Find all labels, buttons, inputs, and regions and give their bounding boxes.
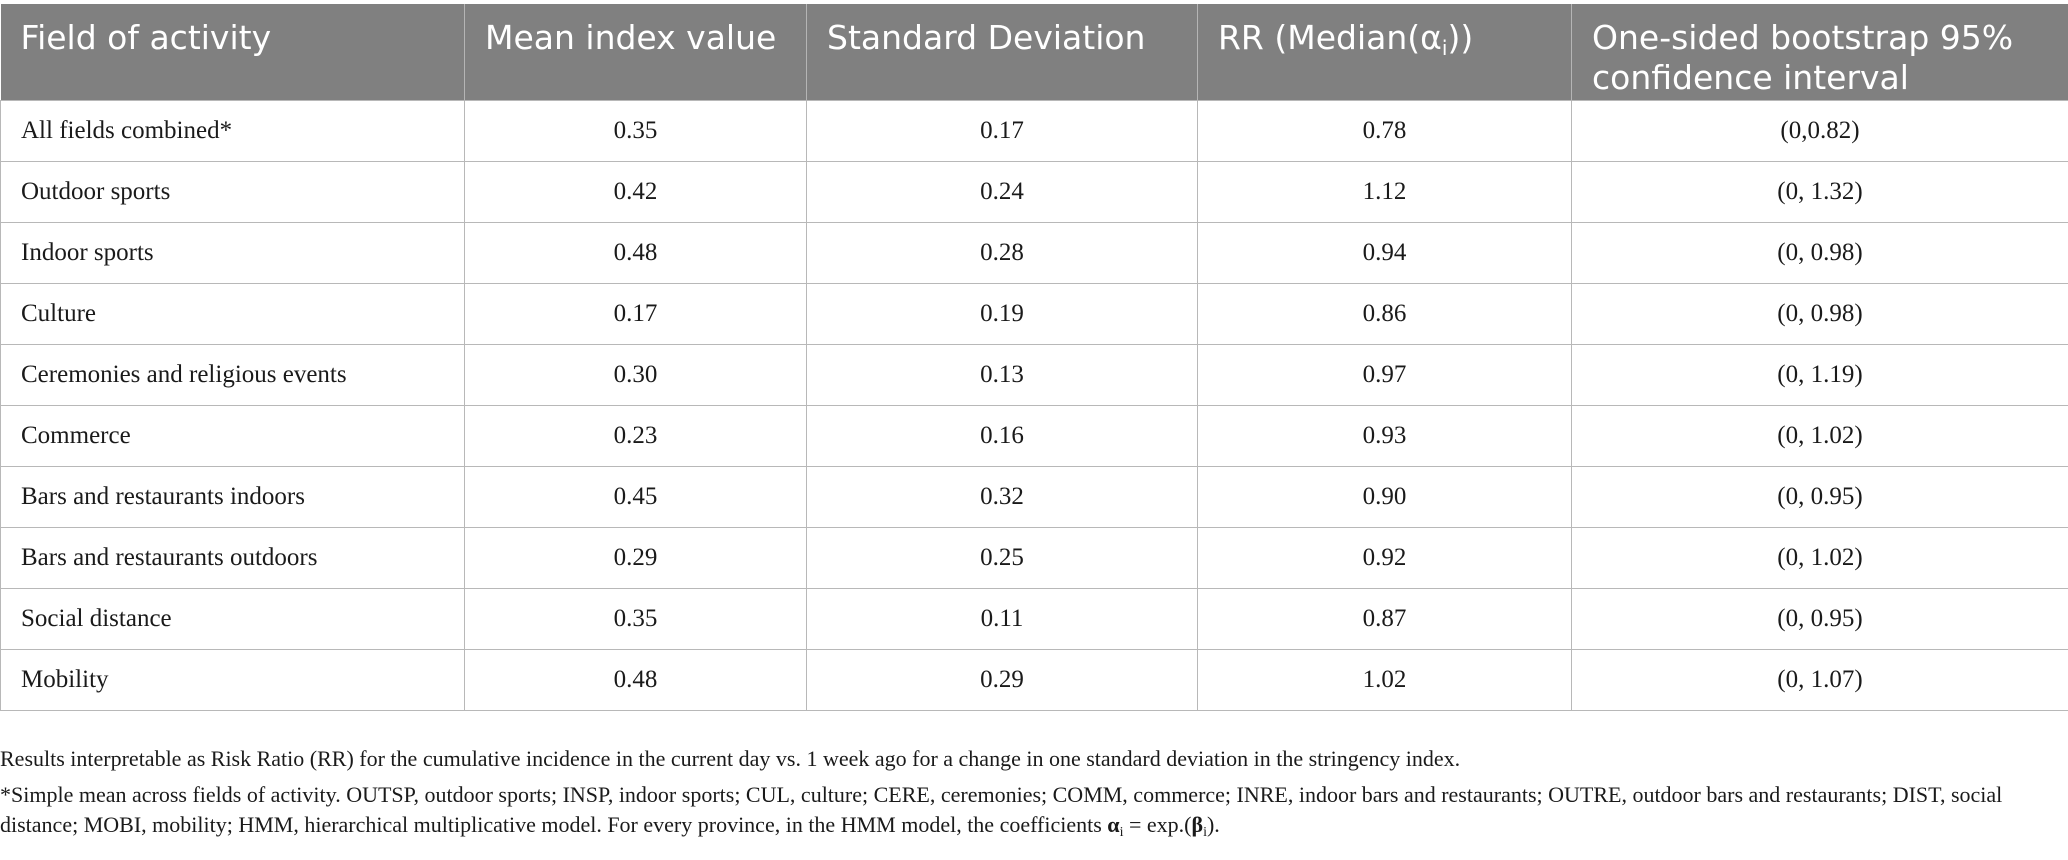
cell-confidence-interval: (0, 1.07) (1571, 648, 2068, 711)
header-rr-median: RR (Median(αi)) (1197, 4, 1572, 100)
cell-mean-index-value: 0.17 (464, 282, 807, 345)
cell-field-of-activity: Ceremonies and religious events (0, 343, 465, 406)
header-standard-deviation: Standard Deviation (806, 4, 1198, 100)
cell-confidence-interval: (0, 0.98) (1571, 221, 2068, 284)
cell-standard-deviation: 0.28 (806, 221, 1198, 284)
beta-symbol: β (1191, 812, 1204, 837)
table-row: Commerce 0.23 0.16 0.93 (0, 1.02) (0, 404, 2068, 467)
footnote-abbreviations-text: *Simple mean across fields of activity. … (0, 782, 2003, 837)
cell-standard-deviation: 0.32 (806, 465, 1198, 528)
cell-field-of-activity: All fields combined* (0, 99, 465, 162)
cell-standard-deviation: 0.13 (806, 343, 1198, 406)
header-rr-subscript: i (1441, 36, 1448, 60)
cell-field-of-activity: Social distance (0, 587, 465, 650)
cell-confidence-interval: (0, 1.02) (1571, 404, 2068, 467)
cell-field-of-activity: Indoor sports (0, 221, 465, 284)
cell-confidence-interval: (0, 0.95) (1571, 587, 2068, 650)
cell-mean-index-value: 0.45 (464, 465, 807, 528)
cell-confidence-interval: (0, 1.02) (1571, 526, 2068, 589)
table-row: Ceremonies and religious events 0.30 0.13 0… (0, 343, 2068, 406)
alpha-subscript: i (1119, 825, 1124, 840)
cell-standard-deviation: 0.29 (806, 648, 1198, 711)
header-mean-index-value: Mean index value (464, 4, 807, 100)
cell-confidence-interval: (0,0.82) (1571, 99, 2068, 162)
header-field-of-activity: Field of activity (0, 4, 465, 100)
cell-standard-deviation: 0.19 (806, 282, 1198, 345)
cell-field-of-activity: Bars and restaurants indoors (0, 465, 465, 528)
cell-rr-median: 0.87 (1197, 587, 1572, 650)
table-row: Indoor sports 0.48 0.28 0.94 (0, 0.98) (0, 221, 2068, 284)
cell-rr-median: 0.86 (1197, 282, 1572, 345)
cell-rr-median: 0.92 (1197, 526, 1572, 589)
table-row: Culture 0.17 0.19 0.86 (0, 0.98) (0, 282, 2068, 345)
cell-field-of-activity: Mobility (0, 648, 465, 711)
alpha-symbol: α (1107, 812, 1120, 837)
equals-exp-text: = exp.( (1123, 812, 1192, 837)
table-row: Bars and restaurants outdoors 0.29 0.25 0.9… (0, 526, 2068, 589)
header-confidence-interval: One-sided bootstrap 95% confidence inter… (1571, 4, 2068, 100)
beta-subscript: i (1203, 825, 1207, 840)
cell-field-of-activity: Commerce (0, 404, 465, 467)
cell-field-of-activity: Culture (0, 282, 465, 345)
cell-rr-median: 1.02 (1197, 648, 1572, 711)
cell-mean-index-value: 0.48 (464, 221, 807, 284)
table-header: Field of activity Mean index value Stand… (0, 4, 2068, 100)
cell-standard-deviation: 0.16 (806, 404, 1198, 467)
cell-rr-median: 0.78 (1197, 99, 1572, 162)
table-body: All fields combined* 0.35 0.17 0.78 (0,0.82)… (0, 99, 2068, 711)
cell-rr-median: 0.90 (1197, 465, 1572, 528)
cell-confidence-interval: (0, 0.98) (1571, 282, 2068, 345)
cell-mean-index-value: 0.42 (464, 160, 807, 223)
cell-field-of-activity: Outdoor sports (0, 160, 465, 223)
cell-mean-index-value: 0.30 (464, 343, 807, 406)
table-row: Social distance 0.35 0.11 0.87 (0, 0.95) (0, 587, 2068, 650)
table-row: Mobility 0.48 0.29 1.02 (0, 1.07) (0, 648, 2068, 711)
cell-field-of-activity: Bars and restaurants outdoors (0, 526, 465, 589)
footnote-rr-interpretation: Results interpretable as Risk Ratio (RR)… (0, 746, 1461, 771)
cell-mean-index-value: 0.29 (464, 526, 807, 589)
closing-text: ). (1206, 812, 1220, 837)
table-row: All fields combined* 0.35 0.17 0.78 (0,0.82) (0, 99, 2068, 162)
cell-standard-deviation: 0.24 (806, 160, 1198, 223)
footnote-abbreviations: *Simple mean across fields of activity. … (0, 780, 2068, 848)
results-table-container: Field of activity Mean index value Stand… (0, 4, 2068, 711)
cell-confidence-interval: (0, 1.32) (1571, 160, 2068, 223)
cell-standard-deviation: 0.17 (806, 99, 1198, 162)
cell-mean-index-value: 0.48 (464, 648, 807, 711)
cell-rr-median: 1.12 (1197, 160, 1572, 223)
header-rr-text: RR (Median(α (1218, 18, 1442, 57)
cell-confidence-interval: (0, 0.95) (1571, 465, 2068, 528)
table-row: Bars and restaurants indoors 0.45 0.32 0.90… (0, 465, 2068, 528)
table-row: Outdoor sports 0.42 0.24 1.12 (0, 1.32) (0, 160, 2068, 223)
table-footnotes: Results interpretable as Risk Ratio (RR)… (0, 744, 2068, 848)
cell-rr-median: 0.94 (1197, 221, 1572, 284)
results-table: Field of activity Mean index value Stand… (0, 4, 2068, 711)
cell-mean-index-value: 0.23 (464, 404, 807, 467)
cell-confidence-interval: (0, 1.19) (1571, 343, 2068, 406)
cell-standard-deviation: 0.25 (806, 526, 1198, 589)
cell-standard-deviation: 0.11 (806, 587, 1198, 650)
cell-mean-index-value: 0.35 (464, 99, 807, 162)
header-rr-close: )) (1447, 18, 1474, 57)
header-row: Field of activity Mean index value Stand… (0, 4, 2068, 100)
cell-rr-median: 0.93 (1197, 404, 1572, 467)
cell-rr-median: 0.97 (1197, 343, 1572, 406)
cell-mean-index-value: 0.35 (464, 587, 807, 650)
